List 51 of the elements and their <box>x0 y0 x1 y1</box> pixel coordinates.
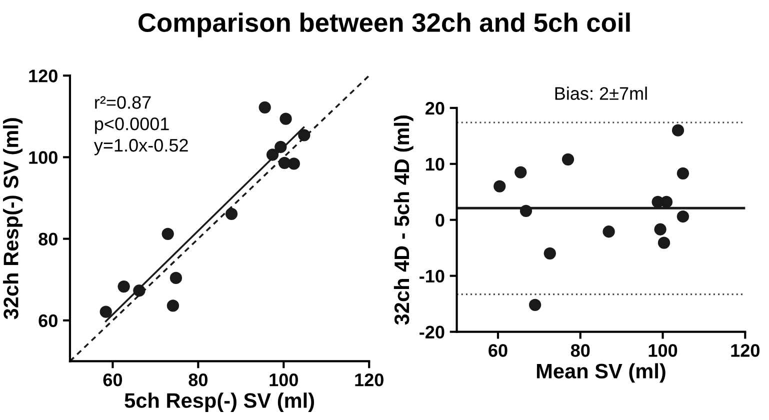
annotation: p<0.0001 <box>95 117 169 134</box>
y-tick-label: 10 <box>426 158 444 171</box>
point <box>258 101 271 114</box>
point <box>162 228 174 240</box>
y-tick-label: 60 <box>38 314 58 328</box>
annotation: r²=0.87 <box>95 96 151 109</box>
y-axis-title: 32ch Resp(-) SV (ml) <box>3 118 22 320</box>
point <box>514 166 527 178</box>
y-axis-title: 32ch 4D - 5ch 4D (ml) <box>394 116 414 325</box>
x-tick-label: 100 <box>270 373 298 386</box>
x-tick-label: 120 <box>355 373 384 386</box>
y-tick-label: 80 <box>38 232 58 246</box>
x-tick-label: 120 <box>731 344 760 357</box>
point <box>562 153 574 166</box>
point <box>118 280 130 293</box>
annotation: y=1.0x-0.52 <box>94 138 188 156</box>
y-tick-label: 20 <box>426 102 444 115</box>
y-tick-label: -20 <box>420 326 444 339</box>
point <box>654 223 666 236</box>
point <box>166 300 180 312</box>
point <box>274 140 287 154</box>
point <box>676 210 690 223</box>
x-tick-label: 80 <box>570 344 590 357</box>
point <box>133 284 146 297</box>
point <box>658 236 670 249</box>
point <box>520 204 532 217</box>
point <box>602 226 615 238</box>
y-tick-label: 120 <box>29 70 58 82</box>
point <box>676 167 690 180</box>
point <box>225 208 238 220</box>
x-tick-label: 60 <box>488 344 508 357</box>
x-tick-label: 60 <box>103 373 122 386</box>
x-axis-title: Mean SV (ml) <box>536 363 666 383</box>
y-tick-label: -10 <box>420 270 444 283</box>
point <box>544 247 556 260</box>
text: Bias: 2±7ml <box>555 86 647 100</box>
point <box>170 272 182 284</box>
point <box>298 129 310 142</box>
point <box>672 124 684 136</box>
point <box>100 306 112 318</box>
point <box>494 180 506 192</box>
x-tick-label: 80 <box>188 373 208 386</box>
point <box>288 158 300 170</box>
chart-title: Comparison between 32ch and 5ch coil <box>138 12 630 38</box>
y-tick-label: 0 <box>436 214 444 227</box>
point <box>528 298 542 312</box>
y-tick-label: 100 <box>29 151 58 164</box>
point <box>280 112 292 125</box>
x-tick-label: 100 <box>648 344 678 357</box>
point <box>266 148 279 161</box>
x-axis-title: 5ch Resp(-) SV (ml) <box>124 392 314 412</box>
